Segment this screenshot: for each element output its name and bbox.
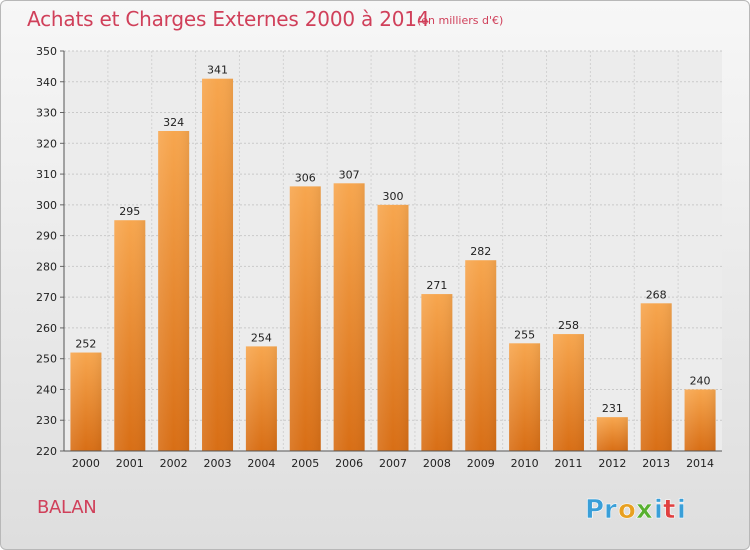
data-label-2009: 282: [470, 245, 491, 258]
data-label-2010: 255: [514, 328, 535, 341]
logo-letter: P: [585, 495, 604, 525]
x-tick-label-2014: 2014: [686, 457, 714, 470]
data-label-2003: 341: [207, 64, 228, 77]
bar-shine-2001: [114, 220, 146, 451]
y-tick-label: 350: [36, 45, 57, 58]
y-tick-label: 330: [36, 107, 57, 120]
x-tick-label-2003: 2003: [204, 457, 232, 470]
logo-letter: r: [604, 495, 617, 525]
data-label-2012: 231: [602, 402, 623, 415]
y-tick-label: 220: [36, 445, 57, 458]
x-tick-label-2000: 2000: [72, 457, 100, 470]
x-tick-label-2005: 2005: [291, 457, 319, 470]
logo-letter: x: [636, 495, 653, 525]
logo-letter: i: [677, 495, 686, 525]
x-tick-label-2004: 2004: [247, 457, 275, 470]
bar-shine-2011: [552, 334, 584, 451]
chart-subtitle: (en milliers d'€): [417, 14, 504, 27]
y-tick-label: 280: [36, 260, 57, 273]
x-tick-label-2008: 2008: [423, 457, 451, 470]
bar-shine-2009: [465, 260, 497, 451]
bar-shine-2008: [421, 294, 453, 451]
y-tick-label: 320: [36, 137, 57, 150]
y-tick-label: 260: [36, 322, 57, 335]
place-name: BALAN: [37, 497, 97, 518]
x-tick-label-2009: 2009: [467, 457, 495, 470]
bars: [70, 78, 716, 452]
data-label-2000: 252: [75, 338, 96, 351]
data-label-2005: 306: [295, 171, 316, 184]
y-tick-label: 300: [36, 199, 57, 212]
x-tick-label-2002: 2002: [160, 457, 188, 470]
x-tick-label-2013: 2013: [642, 457, 670, 470]
data-label-2006: 307: [339, 168, 360, 181]
x-tick-label-2012: 2012: [598, 457, 626, 470]
x-tick-label-2011: 2011: [554, 457, 582, 470]
logo-letter: i: [654, 495, 663, 525]
logo-letter: t: [663, 495, 675, 525]
axes: 220 230 240 250 260 270 280 290 300 310 320 330 340 3…: [36, 45, 722, 470]
bar-shine-2014: [684, 389, 716, 451]
data-label-2004: 254: [251, 331, 272, 344]
data-label-2014: 240: [690, 374, 711, 387]
bar-shine-2007: [377, 204, 409, 451]
data-label-2002: 324: [163, 116, 184, 129]
data-label-2007: 300: [383, 190, 404, 203]
y-tick-label: 240: [36, 383, 57, 396]
data-label-2008: 271: [426, 279, 447, 292]
bar-shine-2000: [70, 352, 102, 451]
bar-shine-2013: [640, 303, 672, 451]
bar-shine-2010: [509, 343, 541, 451]
x-tick-label-2007: 2007: [379, 457, 407, 470]
y-tick-label: 230: [36, 414, 57, 427]
y-tick-label: 290: [36, 230, 57, 243]
x-tick-label-2006: 2006: [335, 457, 363, 470]
bar-shine-2006: [333, 183, 365, 452]
y-tick-label: 270: [36, 291, 57, 304]
logo-letter: o: [618, 495, 636, 525]
x-tick-label-2010: 2010: [511, 457, 539, 470]
data-labels: 252 295 324 341 254 306 307 300 271 282 255 258 231 2…: [75, 64, 710, 415]
bar-shine-2005: [289, 186, 321, 451]
bar-shine-2002: [158, 131, 190, 451]
y-tick-label: 310: [36, 168, 57, 181]
y-tick-label: 250: [36, 353, 57, 366]
data-label-2013: 268: [646, 288, 667, 301]
bar-shine-2003: [202, 78, 234, 451]
bar-shine-2012: [596, 417, 628, 451]
bar-shine-2004: [245, 346, 277, 451]
x-tick-label-2001: 2001: [116, 457, 144, 470]
data-label-2011: 258: [558, 319, 579, 332]
data-label-2001: 295: [119, 205, 140, 218]
chart-title: Achats et Charges Externes 2000 à 2014: [27, 7, 430, 31]
y-tick-label: 340: [36, 76, 57, 89]
